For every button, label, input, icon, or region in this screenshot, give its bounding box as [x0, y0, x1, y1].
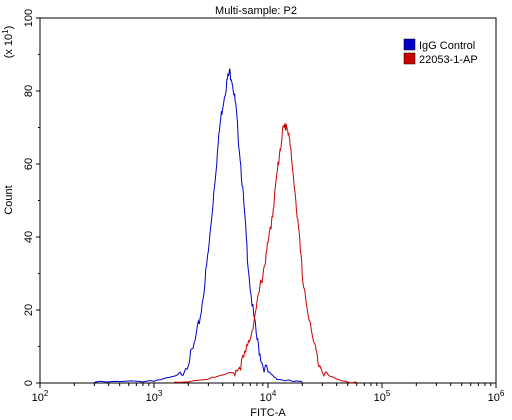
y-tick-label: 60: [23, 158, 35, 170]
y-tick-label: 0: [23, 380, 35, 386]
series-lines: [94, 68, 357, 384]
plot-frame: [39, 17, 497, 384]
x-tick-label-base: 10: [32, 392, 44, 404]
x-axis-label: FITC-A: [250, 407, 286, 419]
series-line-1: [174, 123, 357, 384]
y-axis: 0 20 40 60 80 100: [23, 9, 40, 386]
legend-label-igg: IgG Control: [419, 40, 475, 52]
x-tick-label-exp: 2: [44, 389, 49, 398]
x-tick-label-exp: 4: [272, 389, 277, 398]
y-tick-label: 20: [23, 304, 35, 316]
x-tick-label-base: 10: [146, 392, 158, 404]
x-tick-label-base: 10: [488, 392, 500, 404]
y-axis-label: Count: [3, 185, 15, 214]
legend-swatch-22053: [403, 52, 416, 65]
x-tick-label: 105: [374, 389, 391, 404]
y-multiplier-close: ): [3, 26, 15, 30]
x-tick-label: 104: [260, 389, 277, 404]
x-tick-label: 103: [146, 389, 163, 404]
x-tick-label-base: 10: [260, 392, 272, 404]
legend: IgG Control 22053-1-AP: [403, 38, 478, 66]
series-line-0: [94, 68, 303, 383]
x-tick-label-base: 10: [374, 392, 386, 404]
y-tick-label: 80: [23, 85, 35, 97]
x-tick-label-exp: 5: [386, 389, 391, 398]
y-tick-label: 40: [23, 231, 35, 243]
chart-title: Multi-sample: P2: [215, 5, 297, 17]
y-axis-multiplier: (x 101): [1, 26, 15, 59]
legend-swatch-igg: [403, 38, 416, 51]
x-tick-label-exp: 3: [158, 389, 163, 398]
x-axis: 102 103 104 105 106: [32, 383, 505, 404]
y-multiplier-exp: 1: [1, 29, 10, 34]
x-tick-label-exp: 6: [500, 389, 505, 398]
y-multiplier-base: (x 10: [3, 34, 15, 58]
x-tick-label: 106: [488, 389, 505, 404]
x-tick-label: 102: [32, 389, 49, 404]
y-tick-label: 100: [23, 9, 35, 27]
legend-label-22053: 22053-1-AP: [419, 54, 478, 66]
